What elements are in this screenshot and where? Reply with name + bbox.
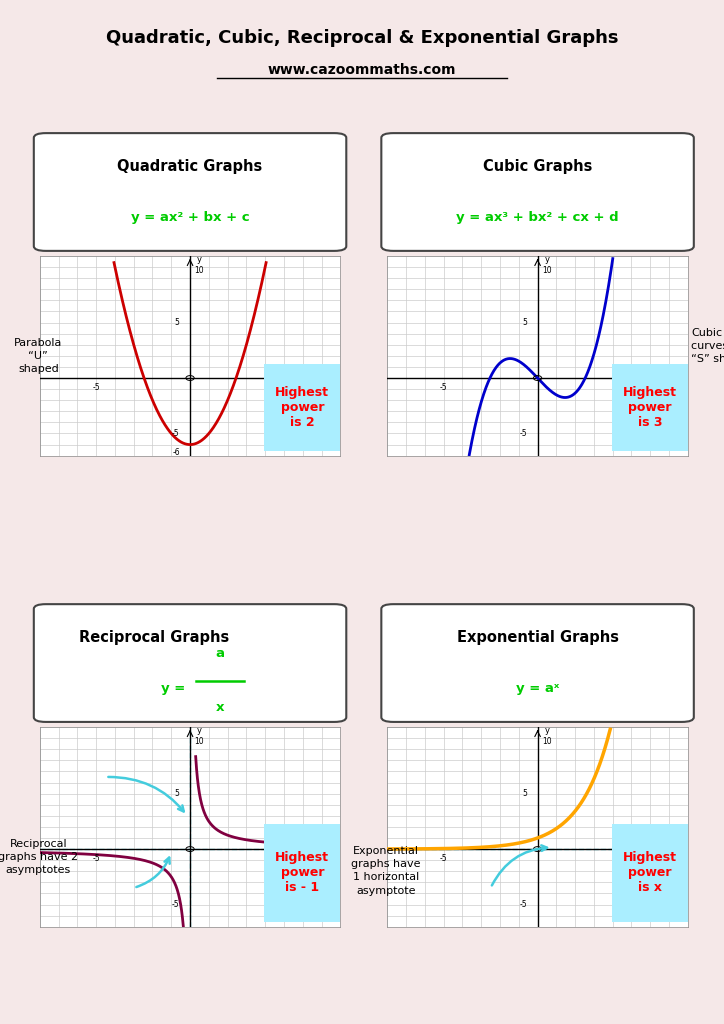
Text: y = ax³ + bx² + cx + d: y = ax³ + bx² + cx + d — [456, 211, 619, 224]
Text: 5: 5 — [629, 383, 634, 392]
Text: Quadratic, Cubic, Reciprocal & Exponential Graphs: Quadratic, Cubic, Reciprocal & Exponenti… — [106, 29, 618, 47]
Text: Highest
power
is - 1: Highest power is - 1 — [275, 852, 329, 894]
Text: Reciprocal Graphs: Reciprocal Graphs — [79, 630, 229, 645]
Text: y: y — [544, 255, 550, 264]
Text: 5: 5 — [282, 383, 287, 392]
Text: y = ax² + bx + c: y = ax² + bx + c — [131, 211, 249, 224]
FancyBboxPatch shape — [382, 604, 694, 722]
Text: 10: 10 — [542, 737, 552, 745]
FancyBboxPatch shape — [382, 133, 694, 251]
Text: 5: 5 — [523, 790, 527, 798]
Text: -5: -5 — [172, 900, 180, 909]
Text: Exponential Graphs: Exponential Graphs — [457, 630, 618, 645]
Text: 5: 5 — [175, 318, 180, 327]
Text: Quadratic Graphs: Quadratic Graphs — [117, 159, 263, 174]
Text: 10: 10 — [542, 266, 552, 274]
Text: 10: 10 — [195, 266, 204, 274]
Text: -5: -5 — [440, 854, 447, 863]
Text: 5: 5 — [282, 854, 287, 863]
Text: -5: -5 — [520, 429, 527, 438]
Text: y: y — [197, 255, 202, 264]
Text: Highest
power
is 2: Highest power is 2 — [275, 386, 329, 428]
FancyBboxPatch shape — [34, 604, 346, 722]
Text: 5: 5 — [175, 790, 180, 798]
Text: www.cazoommaths.com: www.cazoommaths.com — [268, 62, 456, 77]
Text: y =: y = — [161, 682, 190, 695]
Text: Exponential
graphs have
1 horizontal
asymptote: Exponential graphs have 1 horizontal asy… — [351, 846, 421, 896]
Text: y: y — [197, 726, 202, 735]
Text: -5: -5 — [93, 854, 100, 863]
Text: -5: -5 — [93, 383, 100, 392]
Text: -6: -6 — [173, 447, 181, 457]
Text: Cubic
curves are
“S” shaped: Cubic curves are “S” shaped — [691, 328, 724, 365]
Text: a: a — [216, 647, 224, 660]
Text: Cubic Graphs: Cubic Graphs — [483, 159, 592, 174]
Text: 5: 5 — [629, 854, 634, 863]
Text: x: x — [332, 381, 337, 390]
Text: 10: 10 — [195, 737, 204, 745]
Text: Highest
power
is 3: Highest power is 3 — [623, 386, 677, 428]
Text: x: x — [332, 852, 337, 861]
Text: y = aˣ: y = aˣ — [516, 682, 559, 695]
Text: Reciprocal
graphs have 2
asymptotes: Reciprocal graphs have 2 asymptotes — [0, 839, 78, 876]
Text: Parabola
“U”
shaped: Parabola “U” shaped — [14, 338, 62, 374]
Text: -5: -5 — [172, 429, 180, 438]
Text: x: x — [680, 852, 685, 861]
Text: -5: -5 — [440, 383, 447, 392]
Text: x: x — [216, 701, 224, 715]
Text: y: y — [544, 726, 550, 735]
Text: x: x — [680, 381, 685, 390]
Text: Highest
power
is x: Highest power is x — [623, 852, 677, 894]
Text: 5: 5 — [523, 318, 527, 327]
Text: -5: -5 — [520, 900, 527, 909]
FancyBboxPatch shape — [34, 133, 346, 251]
